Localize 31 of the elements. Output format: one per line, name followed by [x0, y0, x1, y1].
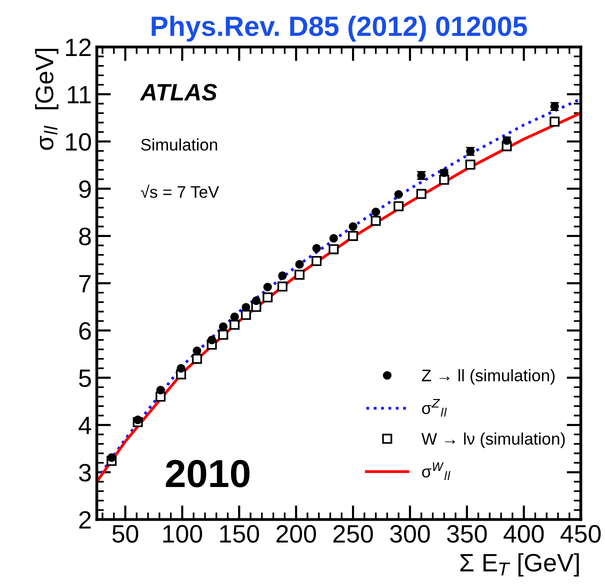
y-tick-label: 3 [78, 464, 91, 482]
x-tick-label: 200 [276, 525, 316, 543]
x-tick-label: 300 [390, 525, 430, 543]
x-axis-title: Σ E$_{T}$ [GeV] [460, 553, 579, 577]
y-tick-label: 7 [79, 275, 91, 292]
legend-label: σ$^{W}$$_{ll}$ [422, 462, 450, 480]
annotation: 2010 [166, 460, 250, 488]
y-tick-label: 4 [78, 416, 92, 434]
x-tick-label: 450 [560, 525, 601, 543]
y-tick-label: 5 [79, 370, 91, 388]
legend-label: σ$^{Z}$$_{ll}$ [422, 399, 447, 417]
x-tick-label: 400 [504, 525, 544, 543]
y-tick-label: 12 [66, 38, 91, 56]
legend-label: Z → ll (simulation) [422, 369, 555, 385]
x-tick-label: 350 [447, 525, 487, 543]
y-tick-label: 2 [79, 511, 91, 529]
y-axis-title: σ$_{ll}$ [GeV] [35, 48, 58, 150]
x-tick-label: 250 [333, 525, 373, 543]
chart-title: Phys.Rev. D85 (2012) 012005 [152, 16, 527, 42]
annotation: ATLAS [140, 84, 218, 101]
y-tick-label: 10 [66, 133, 91, 151]
y-tick-label: 9 [79, 180, 91, 198]
y-tick-label: 8 [79, 228, 91, 246]
legend-label: W → lν (simulation) [421, 432, 565, 448]
x-tick-label: 100 [163, 525, 202, 543]
annotation: Simulation [141, 138, 218, 151]
x-tick-label: 50 [112, 525, 138, 543]
y-tick-label: 11 [68, 86, 91, 104]
y-tick-label: 6 [79, 322, 91, 340]
annotation: √s = 7 TeV [140, 184, 220, 198]
x-tick-label: 150 [220, 525, 260, 543]
